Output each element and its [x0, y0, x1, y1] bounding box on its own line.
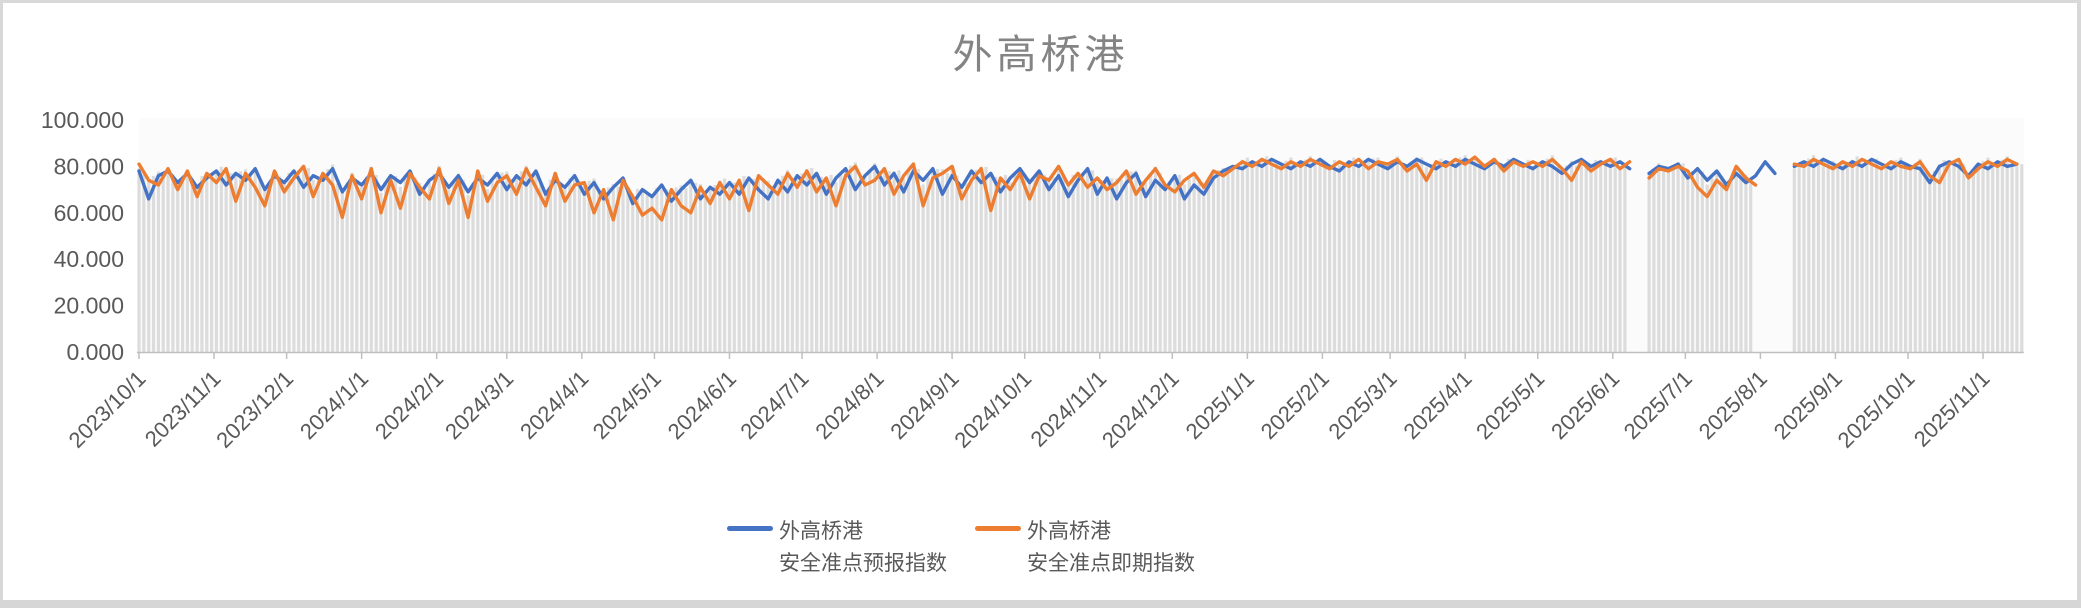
x-axis-label: 2025/7/1 — [1619, 366, 1697, 444]
forecast-line-swatch — [727, 526, 773, 531]
x-axis-label: 2024/8/1 — [810, 366, 888, 444]
y-axis-label: 80.000 — [54, 153, 124, 179]
x-axis-label: 2024/6/1 — [663, 366, 741, 444]
y-axis-label: 60.000 — [54, 200, 124, 226]
frame-border-left — [0, 0, 3, 608]
x-axis-label: 2024/4/1 — [515, 366, 593, 444]
x-axis-label: 2024/5/1 — [588, 366, 666, 444]
x-axis-label: 2025/11/1 — [1909, 366, 1995, 452]
x-axis-label: 2025/8/1 — [1694, 366, 1772, 444]
y-axis-label: 20.000 — [54, 293, 124, 319]
x-axis-label: 2024/1/1 — [295, 366, 373, 444]
legend-label-spot: 外高桥港 安全准点即期指数 — [1027, 516, 1195, 580]
x-axis-label: 2023/12/1 — [211, 366, 298, 453]
legend-spot-line2: 安全准点即期指数 — [1027, 552, 1195, 575]
x-axis-label: 2024/11/1 — [1026, 366, 1112, 452]
x-axis-label: 2024/12/1 — [1097, 366, 1184, 453]
legend-spot-line1: 外高桥港 — [1027, 520, 1111, 543]
spot-line — [137, 155, 2019, 222]
x-axis-label: 2025/1/1 — [1181, 366, 1259, 444]
x-axis-label: 2025/3/1 — [1323, 366, 1401, 444]
frame-border-bottom — [0, 600, 2081, 608]
daily-columns — [137, 155, 2024, 352]
x-axis-label: 2025/2/1 — [1256, 366, 1334, 444]
x-axis-label: 2024/7/1 — [735, 366, 813, 444]
forecast-line — [137, 157, 2019, 206]
x-axis-label: 2025/10/1 — [1833, 366, 1920, 453]
x-axis-label: 2024/2/1 — [370, 366, 448, 444]
legend-entry-spot: 外高桥港 安全准点即期指数 — [975, 516, 1195, 580]
legend-label-forecast: 外高桥港 安全准点预报指数 — [779, 516, 947, 580]
x-axis-label: 2025/6/1 — [1546, 366, 1624, 444]
frame-border-right — [2077, 0, 2081, 608]
chart-legend: 外高桥港 安全准点预报指数 外高桥港 安全准点即期指数 — [0, 516, 2081, 586]
legend-forecast-line1: 外高桥港 — [779, 520, 863, 543]
chart-title: 外高桥港 — [952, 33, 1129, 77]
x-axis-label: 2024/3/1 — [440, 366, 518, 444]
spot-line-swatch — [975, 526, 1021, 531]
legend-forecast-line2: 安全准点预报指数 — [779, 552, 947, 575]
y-axis-label: 0.000 — [66, 339, 124, 365]
x-axis-label: 2024/10/1 — [949, 366, 1036, 453]
y-axis-label: 100.000 — [41, 107, 124, 133]
x-axis-label: 2023/10/1 — [64, 366, 151, 453]
x-axis-label: 2025/5/1 — [1471, 366, 1549, 444]
frame-border-top — [0, 0, 2081, 3]
x-axis-label: 2025/4/1 — [1398, 366, 1476, 444]
y-axis-label: 40.000 — [54, 246, 124, 272]
legend-entry-forecast: 外高桥港 安全准点预报指数 — [727, 516, 947, 580]
x-axis-label: 2023/11/1 — [140, 366, 226, 452]
